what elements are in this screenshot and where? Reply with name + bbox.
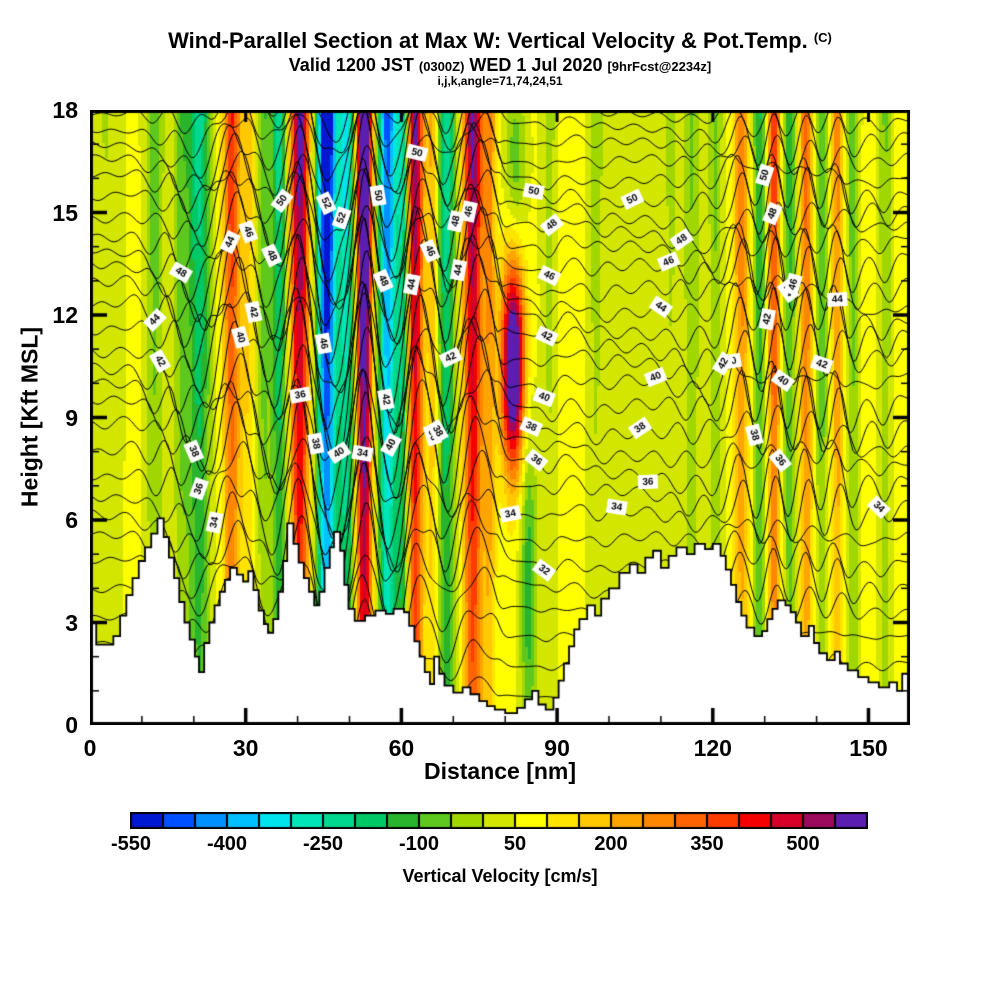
- colorbar-tick-label: 200: [594, 833, 628, 855]
- colorbar-tick-label: 500: [786, 833, 820, 855]
- y-tick-label: 15: [52, 199, 78, 226]
- colorbar-tick-label: 350: [690, 833, 724, 855]
- x-tick-label: 150: [849, 735, 888, 761]
- subtitle-utc-time: (0300Z): [418, 59, 465, 74]
- chart-subtitle: Valid 1200 JST (0300Z) WED 1 Jul 2020 [9…: [0, 55, 1000, 76]
- x-tick-label: 0: [83, 735, 97, 761]
- x-tick-label: 90: [544, 735, 570, 761]
- colorbar-tick-label: -100: [398, 833, 440, 855]
- subtitle-forecast-info: [9hrFcst@2234z]: [607, 59, 712, 74]
- chart-title: Wind-Parallel Section at Max W: Vertical…: [0, 28, 1000, 54]
- chart-grid-annotation: i,j,k,angle=71,74,24,51: [437, 74, 563, 88]
- colorbar-tick-label: -550: [110, 833, 152, 855]
- colorbar-tick-label: -250: [302, 833, 344, 855]
- y-tick-label: 12: [52, 302, 78, 328]
- x-tick-label: 30: [232, 735, 259, 761]
- y-tick-label: 6: [65, 507, 78, 533]
- subtitle-valid-time: Valid 1200 JST: [288, 55, 419, 75]
- colorbar-canvas: [130, 812, 868, 829]
- x-tick-label: 60: [388, 735, 415, 761]
- x-tick-label: 120: [693, 735, 732, 761]
- colorbar-tick-label: 50: [503, 833, 527, 855]
- x-axis-title: Distance [nm]: [423, 758, 577, 784]
- y-tick-label: 3: [65, 609, 78, 636]
- section-plot-canvas: [90, 110, 910, 725]
- subtitle-date: WED 1 Jul 2020: [464, 55, 608, 75]
- y-tick-label: 18: [52, 97, 78, 123]
- colorbar-tick-label: -400: [206, 833, 248, 855]
- y-tick-label: 9: [65, 404, 78, 431]
- chart-title-units: (C): [813, 30, 832, 45]
- y-tick-label: 0: [65, 712, 78, 738]
- chart-title-text: Wind-Parallel Section at Max W: Vertical…: [168, 28, 808, 53]
- colorbar-title: Vertical Velocity [cm/s]: [402, 866, 598, 886]
